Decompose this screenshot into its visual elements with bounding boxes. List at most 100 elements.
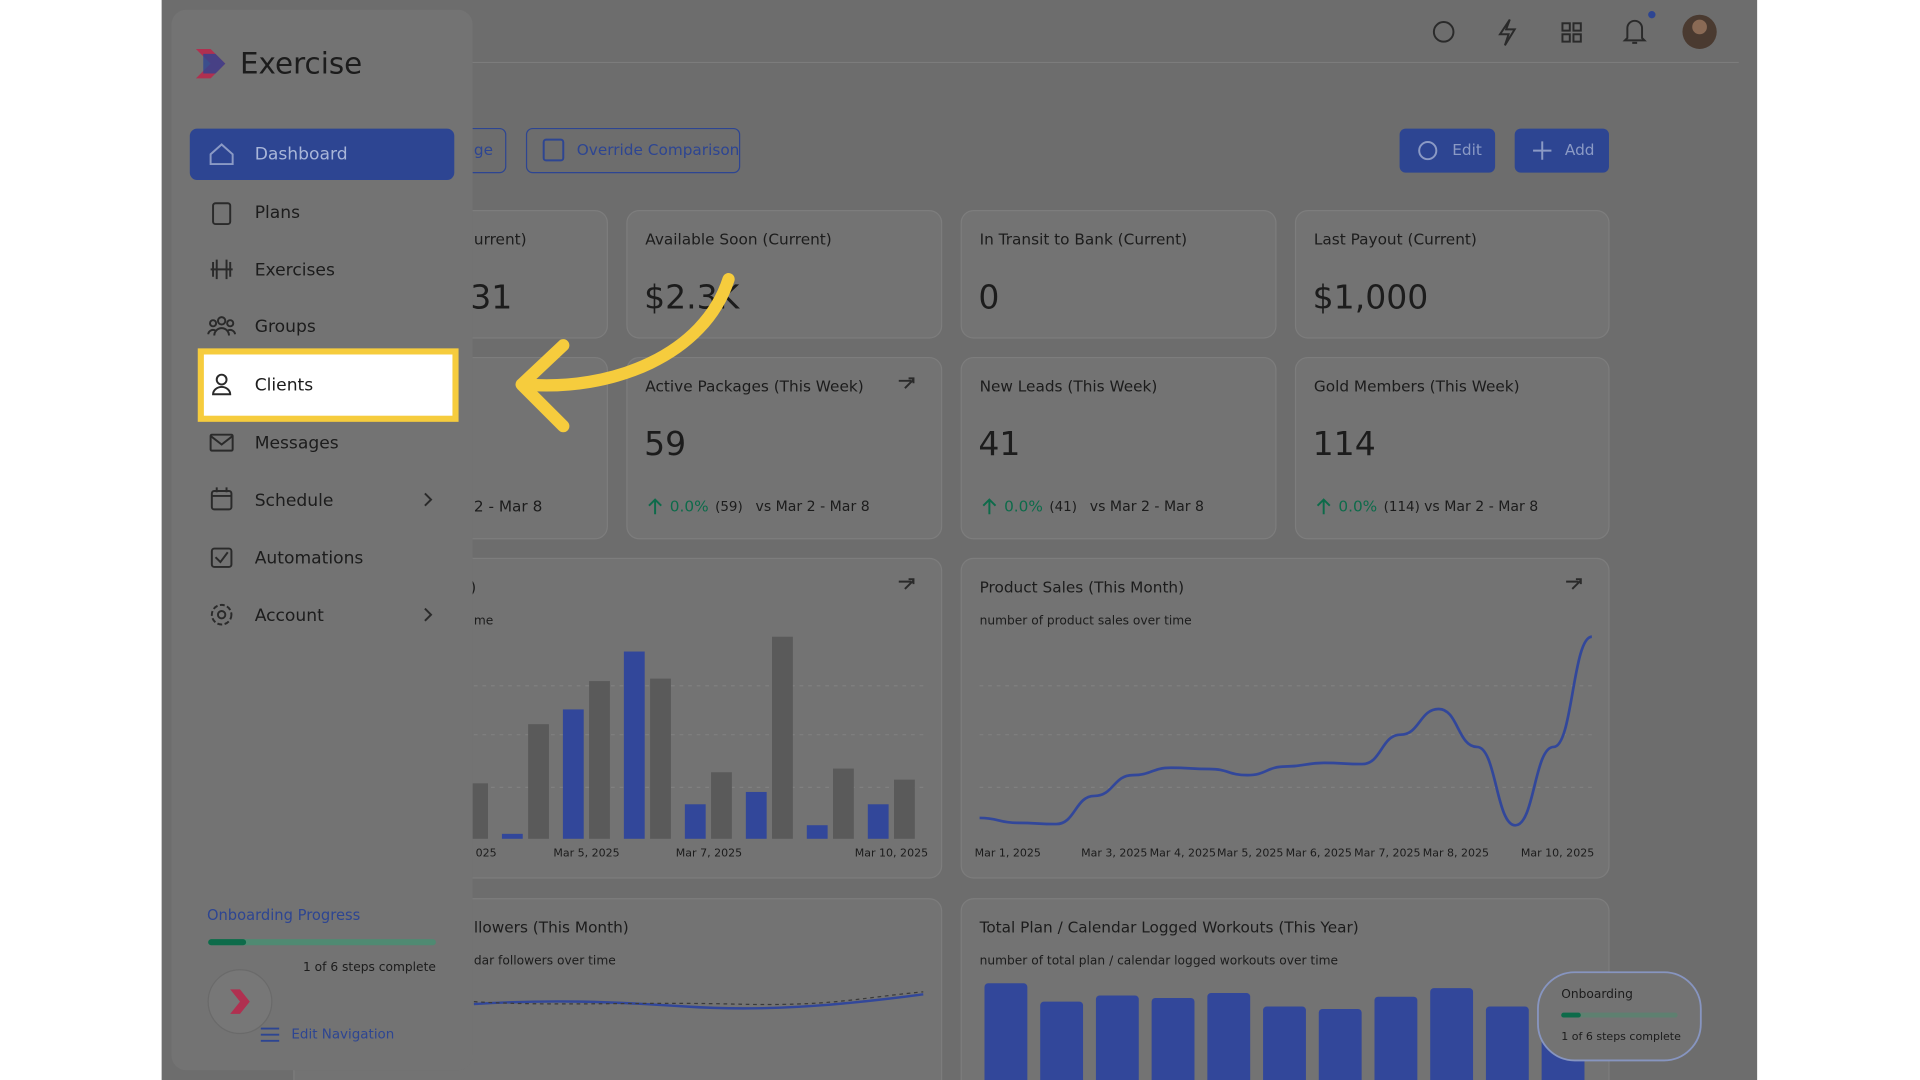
chart-subtitle: number of total plan / calendar logged w… bbox=[980, 954, 1338, 968]
bar bbox=[833, 768, 854, 839]
override-button[interactable] bbox=[525, 127, 741, 174]
external-link-icon[interactable] bbox=[898, 578, 915, 590]
card-count: (59) bbox=[715, 500, 743, 515]
trend-up-icon bbox=[982, 498, 997, 515]
widget-title: Onboarding bbox=[1561, 987, 1633, 1001]
card-change: 0.0% bbox=[670, 497, 709, 515]
card bbox=[960, 557, 1610, 879]
bar bbox=[867, 804, 889, 839]
chart-title: ) bbox=[470, 578, 476, 596]
card-title: Last Payout (Current) bbox=[1314, 231, 1477, 249]
card-count: (114) bbox=[1384, 500, 1420, 515]
bar bbox=[894, 779, 915, 839]
bar bbox=[1374, 996, 1418, 1080]
bar bbox=[528, 724, 549, 839]
external-link-icon[interactable] bbox=[898, 377, 915, 389]
card-compare: vs Mar 2 - Mar 8 bbox=[1424, 499, 1538, 515]
bar bbox=[772, 636, 793, 839]
x-tick-label: 025 bbox=[476, 846, 497, 859]
nav-label[interactable]: Schedule bbox=[255, 491, 334, 511]
header-icons bbox=[1432, 11, 1717, 49]
nav-label[interactable]: Messages bbox=[255, 433, 339, 453]
bell-icon[interactable] bbox=[1622, 19, 1647, 44]
button-label: ge bbox=[474, 141, 493, 159]
bolt-icon[interactable] bbox=[1498, 19, 1517, 46]
home-icon bbox=[209, 143, 234, 166]
bar bbox=[684, 804, 706, 839]
nav-label[interactable]: Plans bbox=[255, 203, 300, 223]
edit-navigation[interactable]: Edit Navigation bbox=[291, 1028, 394, 1043]
schedule-icon bbox=[210, 487, 233, 511]
x-tick-label: Mar 6, 2025 bbox=[1286, 846, 1352, 859]
calendar-icon bbox=[542, 138, 565, 162]
clients-icon bbox=[212, 373, 232, 396]
nav-label[interactable]: Groups bbox=[255, 317, 316, 337]
apps-icon[interactable] bbox=[1561, 22, 1582, 43]
bar bbox=[1485, 1006, 1529, 1080]
bar bbox=[1263, 1006, 1306, 1080]
button-label: Override Comparison bbox=[577, 141, 740, 159]
card-value: 0 bbox=[978, 277, 999, 316]
button-label: Add bbox=[1565, 141, 1595, 159]
x-tick-label: Mar 8, 2025 bbox=[1423, 846, 1489, 859]
nav-label[interactable]: Automations bbox=[255, 548, 364, 568]
x-tick-label: Mar 7, 2025 bbox=[1354, 846, 1420, 859]
widget-steps: 1 of 6 steps complete bbox=[1561, 1030, 1681, 1043]
logo-shape bbox=[230, 989, 250, 1014]
sidebar-panel bbox=[171, 9, 473, 1071]
chart-subtitle: number of product sales over time bbox=[980, 613, 1192, 627]
nav-label[interactable]: Exercises bbox=[255, 261, 335, 281]
progress-fill bbox=[1561, 1012, 1581, 1018]
nav-icons bbox=[207, 143, 433, 626]
card bbox=[1294, 210, 1610, 339]
edit-button[interactable] bbox=[1399, 128, 1496, 173]
arrow-head bbox=[515, 339, 570, 433]
highlight-box[interactable] bbox=[197, 348, 459, 422]
bar bbox=[589, 681, 610, 839]
card-value: $1,000 bbox=[1313, 277, 1429, 316]
add-button[interactable] bbox=[1514, 128, 1609, 173]
bar bbox=[1207, 993, 1251, 1080]
brand: Exercise bbox=[240, 46, 362, 80]
button-label: Edit bbox=[1452, 141, 1482, 159]
avatar-face bbox=[1692, 19, 1707, 35]
trend-up-icon bbox=[648, 498, 662, 515]
bar bbox=[745, 791, 767, 839]
nav-label[interactable]: Clients bbox=[255, 376, 314, 396]
onboarding-title: Onboarding Progress bbox=[207, 907, 360, 924]
progress-track bbox=[208, 939, 436, 946]
card-value: 59 bbox=[644, 424, 686, 463]
x-tick-label: Mar 10, 2025 bbox=[855, 846, 928, 859]
nav-label[interactable]: Dashboard bbox=[255, 144, 348, 164]
x-tick-label: Mar 7, 2025 bbox=[676, 846, 742, 859]
account-icon bbox=[210, 603, 233, 626]
bar bbox=[984, 983, 1028, 1080]
exercise-icon bbox=[210, 259, 233, 280]
nav-active[interactable] bbox=[189, 128, 455, 180]
card-compare: 2 - Mar 8 bbox=[474, 497, 542, 515]
bar bbox=[1095, 995, 1139, 1080]
toolbar: ge Override Comparison Edit Add bbox=[440, 127, 1609, 174]
followers-line bbox=[473, 993, 924, 1010]
sidebar: Exercise Dashboard Plans Exercises Group… bbox=[171, 9, 473, 1071]
notification-dot bbox=[1648, 11, 1656, 19]
progress-track bbox=[1561, 1012, 1678, 1018]
card-title: urrent) bbox=[474, 231, 527, 249]
card-count: (41) bbox=[1049, 500, 1077, 515]
line bbox=[979, 635, 1593, 827]
plus-icon bbox=[1533, 141, 1552, 160]
card-change: 0.0% bbox=[1338, 497, 1377, 515]
chart-marks: 025 Mar 5, 2025 Mar 7, 2025 Mar 10, 2025 Mar… bbox=[467, 635, 1594, 1080]
card-value: 41 bbox=[978, 424, 1020, 463]
nav-label[interactable]: Account bbox=[255, 606, 324, 626]
bar bbox=[501, 833, 523, 839]
external-link-icon[interactable] bbox=[1566, 578, 1582, 590]
x-tick-label: Mar 5, 2025 bbox=[1217, 846, 1283, 859]
card-value: 114 bbox=[1313, 424, 1376, 463]
bar bbox=[711, 772, 732, 839]
x-tick-label: Mar 5, 2025 bbox=[553, 846, 619, 859]
history-icon[interactable] bbox=[1432, 21, 1455, 43]
card-compare: vs Mar 2 - Mar 8 bbox=[1090, 499, 1204, 515]
x-tick-label: Mar 1, 2025 bbox=[975, 846, 1041, 859]
list-icon bbox=[260, 1027, 280, 1042]
